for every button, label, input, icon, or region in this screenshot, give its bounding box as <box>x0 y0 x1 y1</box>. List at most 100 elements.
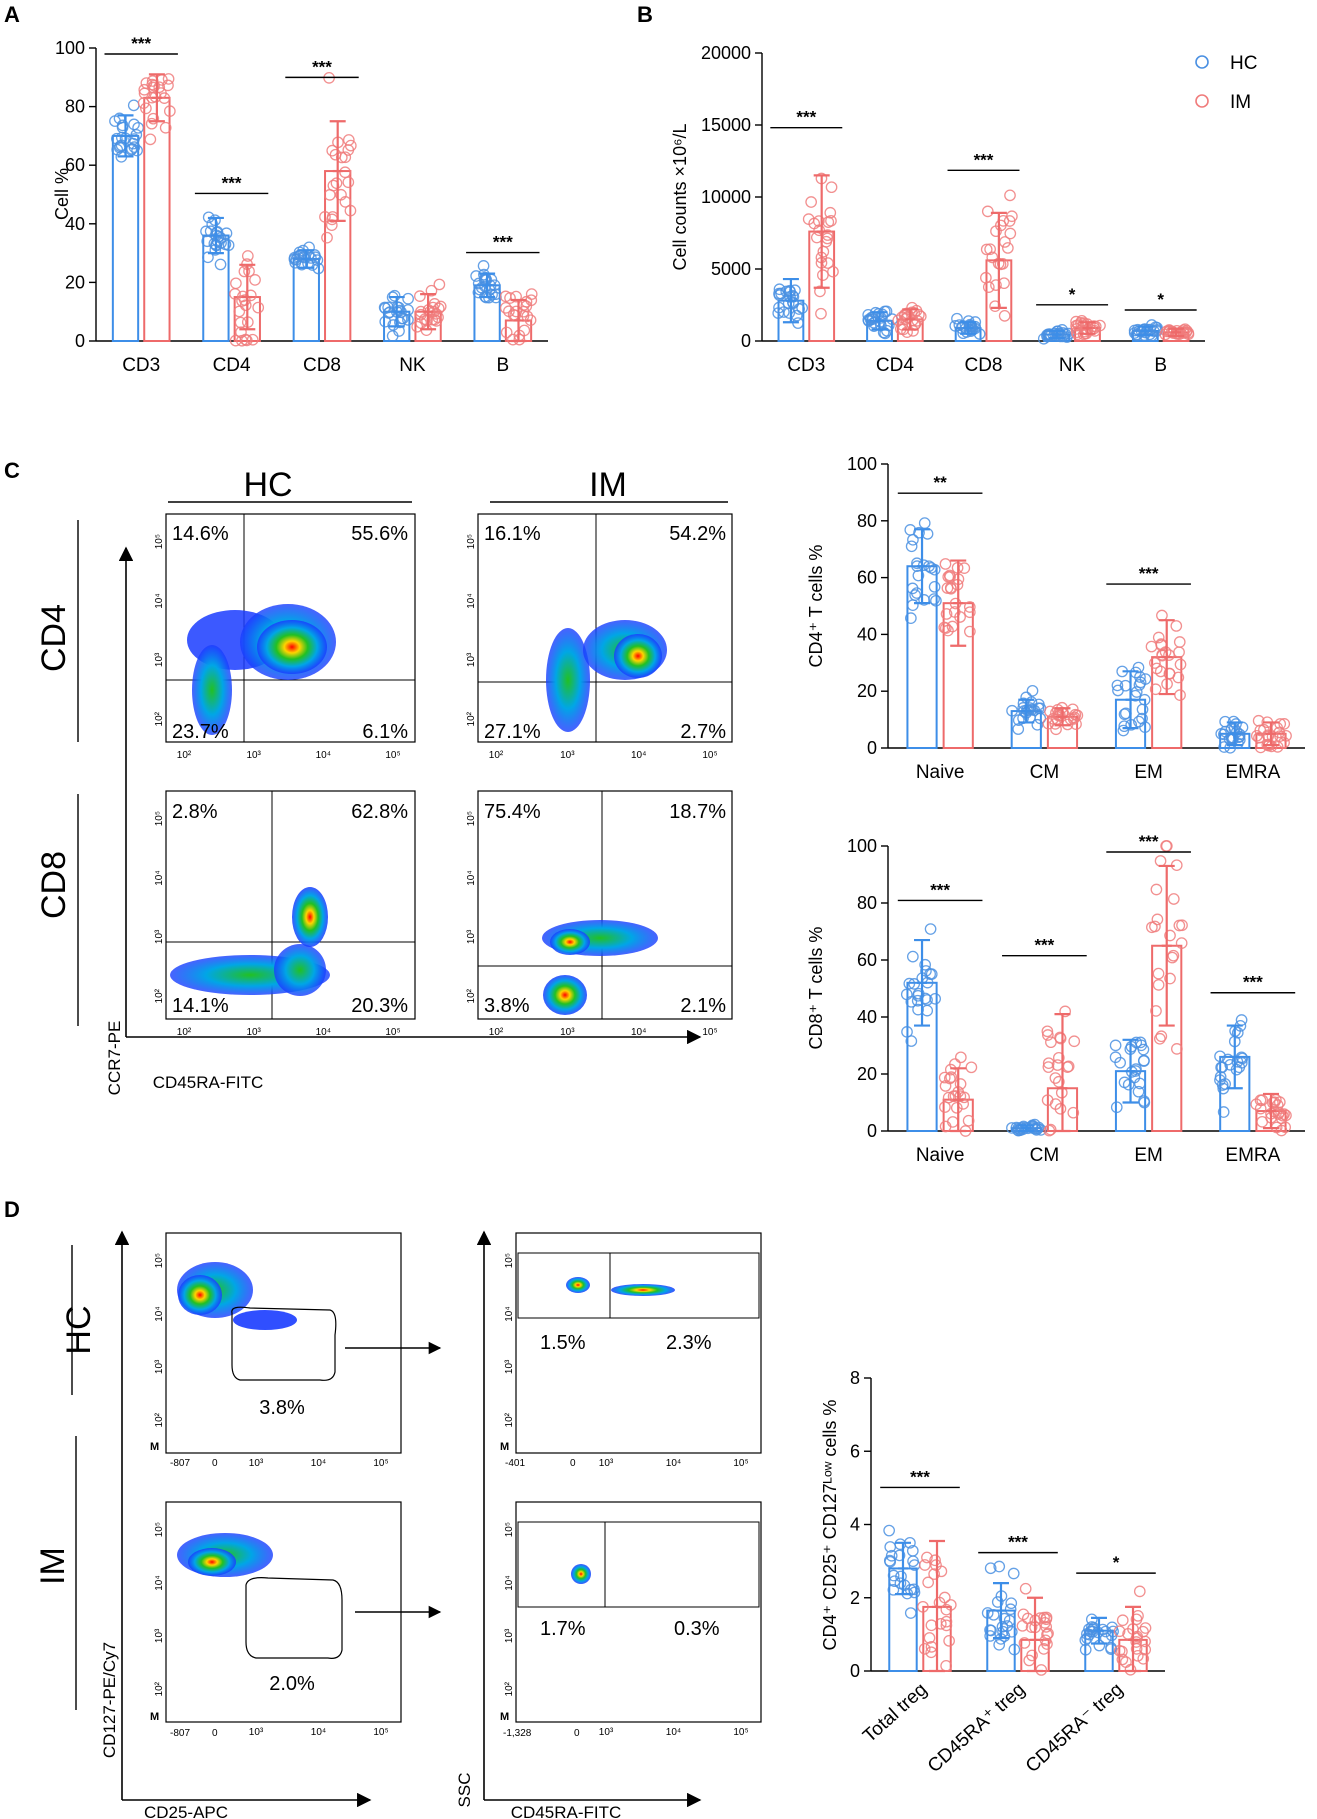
data-point-im <box>1254 1102 1267 1115</box>
data-point-hc <box>1235 1014 1248 1026</box>
y-tick-label: 80 <box>65 97 85 117</box>
treg-y-tick: 10² <box>504 1412 515 1427</box>
data-point-im <box>1133 1585 1146 1598</box>
data-point-im <box>940 1603 953 1616</box>
data-point-hc <box>211 226 224 238</box>
treg-y-tick: 10³ <box>504 1359 515 1374</box>
data-point-im <box>1252 714 1265 727</box>
data-point-im <box>1152 631 1165 644</box>
treg-y-tick: 10² <box>154 1412 165 1427</box>
data-point-hc <box>906 599 919 612</box>
data-point-im <box>943 1072 956 1085</box>
data-point-im <box>344 204 357 217</box>
y-tick-label: 20000 <box>701 43 751 63</box>
data-point-hc <box>887 1569 900 1582</box>
treg-x-tick: 10³ <box>599 1458 614 1469</box>
y-tick-label: 80 <box>857 511 877 531</box>
treg-im-xzero2: 0 <box>574 1728 580 1739</box>
treg-y-tick: 10⁴ <box>154 1575 165 1590</box>
treg-x-tick: 10³ <box>599 1727 614 1738</box>
data-point-im <box>1052 1075 1065 1088</box>
panel-letter-c: C <box>4 458 20 483</box>
data-point-hc <box>1214 1070 1227 1083</box>
data-point-im <box>942 624 954 637</box>
data-point-im <box>1039 1634 1052 1647</box>
data-point-im <box>1271 1099 1284 1111</box>
flow-y-tick: 10² <box>154 988 165 1003</box>
x-tick-label: B <box>1154 355 1167 376</box>
treg-xlabel1: CD25-APC <box>144 1803 228 1819</box>
data-point-im <box>1280 729 1292 742</box>
y-tick-label: 15000 <box>701 115 751 135</box>
pct-im-cd8-ll: 3.8% <box>484 995 530 1017</box>
flow-y-tick: 10⁵ <box>154 811 165 826</box>
treg-x-tick: 10⁴ <box>666 1727 681 1738</box>
y-axis-label: Cell % <box>52 168 72 220</box>
data-point-im <box>939 558 952 570</box>
y-tick-label: 60 <box>65 155 85 175</box>
data-point-im <box>138 83 151 96</box>
flow-x-tick: 10² <box>177 1027 192 1038</box>
data-point-im <box>1037 1643 1050 1655</box>
flow-y-tick: 10³ <box>466 929 477 944</box>
x-tick-label: CD3 <box>122 355 160 376</box>
data-point-hc <box>1006 704 1018 717</box>
data-point-hc <box>1017 697 1030 710</box>
data-point-hc <box>905 1035 918 1047</box>
data-point-hc <box>1005 1597 1018 1610</box>
data-point-im <box>981 205 994 218</box>
data-point-im <box>1250 729 1263 742</box>
data-point-hc <box>479 271 492 284</box>
data-point-im <box>982 281 995 293</box>
pct-im-cd4-ur: 54.2% <box>669 523 726 545</box>
y-tick-label: 2 <box>850 1588 860 1608</box>
data-point-im <box>1019 1582 1032 1595</box>
data-point-im <box>814 285 826 298</box>
data-point-hc <box>222 239 235 252</box>
flow-x-tick: 10⁴ <box>631 1027 646 1038</box>
data-point-hc <box>126 143 138 155</box>
data-point-im <box>1021 1612 1034 1625</box>
data-point-im <box>1268 1096 1281 1109</box>
data-point-hc <box>951 312 963 325</box>
data-point-im <box>1139 1622 1152 1634</box>
data-point-im <box>1042 1061 1055 1073</box>
treg-y-tick: 10² <box>504 1681 515 1696</box>
treg-x-tick: 10⁵ <box>373 1458 388 1469</box>
chart-c-cd4-subsets: 0 20 40 60 80 100 CD4⁺ T cells % Naive ** CM EM ***… <box>806 454 1305 783</box>
data-point-hc <box>904 1607 917 1619</box>
data-point-hc <box>116 121 129 134</box>
data-point-hc <box>887 1583 900 1596</box>
data-point-im <box>243 265 255 278</box>
data-point-hc <box>773 301 785 314</box>
data-point-hc <box>127 99 140 112</box>
data-point-hc <box>996 1620 1009 1633</box>
data-point-im <box>1130 1636 1143 1648</box>
flow-xlabel: CD45RA-FITC <box>153 1073 264 1092</box>
treg-x-tick: 10⁵ <box>733 1458 748 1469</box>
legend-hc-marker <box>1195 55 1209 69</box>
data-point-im <box>1167 949 1180 962</box>
data-point-im <box>815 307 827 320</box>
data-point-hc <box>128 118 140 131</box>
data-point-hc <box>987 1608 1000 1621</box>
significance-stars: * <box>1113 1553 1120 1572</box>
treg-hc-gate-pct: 3.8% <box>259 1397 305 1419</box>
data-point-im <box>928 1568 941 1580</box>
y-tick-label: 20 <box>65 272 85 292</box>
data-point-im <box>140 102 152 115</box>
flow-y-tick: 10⁴ <box>154 593 165 608</box>
data-point-im <box>1052 1051 1065 1064</box>
data-point-im <box>1002 242 1014 254</box>
data-point-im <box>235 326 247 339</box>
pct-hc-cd8-ll: 14.1% <box>172 995 229 1017</box>
x-tick-label: NK <box>1059 355 1086 376</box>
data-point-im <box>1042 1627 1054 1640</box>
treg-im-xmin1: -807 <box>170 1728 190 1739</box>
data-point-im <box>510 305 523 318</box>
data-point-im <box>986 251 999 264</box>
flow-col-hc: HC <box>243 466 292 504</box>
data-point-hc <box>1114 1056 1126 1069</box>
data-point-im <box>1016 1619 1029 1632</box>
data-point-hc <box>907 533 919 546</box>
